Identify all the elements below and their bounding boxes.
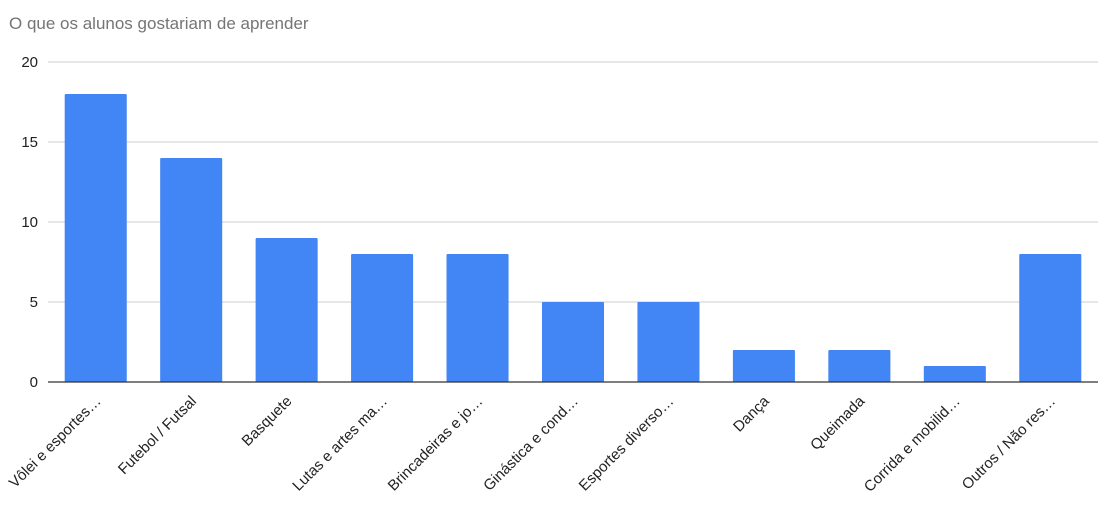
y-tick-label: 15 xyxy=(21,134,38,151)
bar[interactable] xyxy=(446,254,509,382)
bar[interactable] xyxy=(255,238,318,382)
x-tick-label: Esportes diverso… xyxy=(576,393,678,495)
bar[interactable] xyxy=(160,158,223,382)
x-tick-label: Outros / Não res… xyxy=(959,393,1059,493)
x-tick-label: Futebol / Futsal xyxy=(115,393,200,478)
x-tick-label: Queimada xyxy=(807,392,868,453)
x-tick-label: Basquete xyxy=(239,393,296,450)
bar[interactable] xyxy=(732,350,795,382)
x-tick-labels: Vôlei e esportes… Futebol / Futsal Basquet… xyxy=(6,392,1059,495)
bar[interactable] xyxy=(637,302,700,382)
bar[interactable] xyxy=(541,302,605,382)
y-tick-label: 10 xyxy=(21,214,38,231)
bar[interactable] xyxy=(828,350,891,382)
y-tick-labels: 0 5 10 15 20 xyxy=(21,54,38,391)
y-tick-label: 0 xyxy=(30,374,38,391)
y-tick-label: 20 xyxy=(21,54,38,71)
bar[interactable] xyxy=(923,366,986,382)
chart-title: O que os alunos gostariam de aprender xyxy=(9,14,309,33)
x-tick-label: Brincadeiras e jo… xyxy=(385,393,487,495)
bar[interactable] xyxy=(64,94,127,382)
bar[interactable] xyxy=(351,254,414,382)
x-tick-label: Corrida e mobilid… xyxy=(861,393,964,496)
x-tick-label: Vôlei e esportes… xyxy=(6,393,105,492)
x-tick-label: Ginástica e cond… xyxy=(480,393,582,495)
bar[interactable] xyxy=(1019,254,1082,382)
y-tick-label: 5 xyxy=(30,294,38,311)
x-tick-label: Lutas e artes ma… xyxy=(289,393,391,495)
x-tick-label: Dança xyxy=(730,392,773,435)
bars xyxy=(64,94,1082,382)
